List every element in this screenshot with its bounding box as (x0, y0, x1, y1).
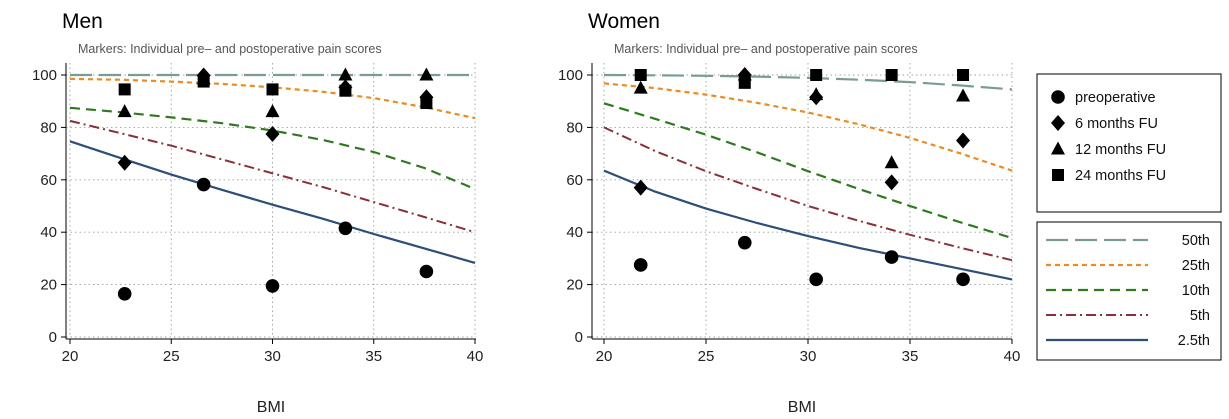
marker-preoperative (419, 264, 434, 279)
chart-subtitle: Markers: Individual pre– and postoperati… (614, 42, 918, 56)
y-tick-label: 40 (40, 224, 57, 241)
x-tick-label: 35 (902, 348, 919, 365)
marker-12-months-fu (419, 67, 434, 81)
chart-title: Women (588, 10, 660, 33)
marker-12-months-fu (633, 80, 648, 94)
marker-24-months-fu (810, 69, 823, 81)
marker-6-months-fu (633, 179, 648, 196)
marker-preoperative (117, 286, 132, 301)
x-tick-label: 30 (264, 348, 281, 365)
marker-preoperative (737, 235, 752, 250)
legend-marker-label: 12 months FU (1075, 142, 1166, 158)
marker-12-months-fu (338, 67, 353, 81)
marker-preoperative (196, 177, 211, 192)
marker-24-months-fu (738, 76, 751, 89)
marker-legend-box (1036, 73, 1222, 213)
marker-6-months-fu (117, 154, 132, 171)
marker-6-months-fu (956, 132, 971, 149)
x-tick-label: 20 (62, 348, 79, 365)
marker-24-months-fu (957, 69, 970, 81)
y-tick-label: 0 (575, 329, 583, 346)
y-tick-label: 40 (566, 224, 583, 241)
series-line-25th (603, 82, 1013, 172)
series-line-5th (603, 126, 1013, 262)
y-tick-label: 20 (566, 277, 583, 294)
y-tick-label: 80 (566, 119, 583, 136)
marker-preoperative (633, 258, 648, 272)
marker-24-months-fu (118, 83, 131, 96)
marker-24-months-fu (634, 69, 647, 81)
y-tick-label: 60 (566, 172, 583, 189)
legend-marker-label: preoperative (1075, 90, 1156, 106)
series-line-50th (603, 73, 1013, 91)
x-tick-label: 35 (365, 348, 382, 365)
marker-12-months-fu (884, 155, 899, 169)
y-tick-label: 20 (40, 277, 57, 294)
y-tick-label: 80 (40, 119, 57, 136)
chart-subtitle: Markers: Individual pre– and postoperati… (78, 42, 382, 56)
x-tick-label: 25 (163, 348, 180, 365)
triangle-marker-icon (1051, 141, 1065, 155)
y-tick-label: 60 (40, 172, 57, 189)
legend-line-label: 50th (1182, 233, 1210, 249)
marker-12-months-fu (265, 104, 280, 118)
diamond-marker-icon (1051, 115, 1065, 131)
series-line-5th (69, 119, 476, 234)
x-axis-label: BMI (257, 399, 285, 416)
marker-preoperative (265, 279, 280, 293)
marker-6-months-fu (265, 125, 280, 142)
y-tick-label: 100 (558, 67, 583, 84)
series-line-2-5th (69, 140, 476, 264)
marker-24-months-fu (420, 97, 433, 110)
x-tick-label: 40 (1004, 348, 1021, 365)
marker-24-months-fu (266, 83, 279, 96)
legend: preoperative 6 months FU 12 months FU 24 mo… (1036, 73, 1222, 361)
chart-panel-men: Men Markers: Individual pre– and postoper… (32, 10, 483, 416)
circle-marker-icon (1051, 90, 1065, 104)
chart-title: Men (62, 10, 103, 33)
legend-line-label: 10th (1182, 283, 1210, 299)
marker-12-months-fu (956, 88, 971, 102)
square-marker-icon (1052, 169, 1064, 181)
marker-12-months-fu (117, 104, 132, 118)
legend-marker-label: 6 months FU (1075, 116, 1158, 132)
marker-preoperative (809, 272, 823, 287)
y-tick-label: 0 (49, 329, 57, 346)
x-tick-label: 20 (596, 348, 613, 365)
marker-preoperative (338, 221, 353, 236)
x-tick-label: 40 (467, 348, 484, 365)
legend-line-label: 5th (1190, 308, 1210, 324)
y-tick-label: 100 (32, 67, 57, 84)
legend-marker-label: 24 months FU (1075, 168, 1166, 184)
series-line-2-5th (603, 169, 1013, 281)
marker-6-months-fu (884, 174, 899, 191)
marker-24-months-fu (339, 84, 352, 97)
series-line-10th (69, 106, 476, 191)
marker-preoperative (956, 272, 970, 287)
x-tick-label: 25 (698, 348, 715, 365)
marker-24-months-fu (197, 75, 210, 88)
x-axis-label: BMI (788, 399, 816, 416)
marker-preoperative (884, 250, 899, 264)
legend-line-label: 25th (1182, 258, 1210, 274)
legend-line-label: 2.5th (1178, 333, 1210, 349)
x-tick-label: 30 (800, 348, 817, 365)
series-line-10th (603, 102, 1013, 240)
chart-panel-women: Women Markers: Individual pre– and postop… (558, 10, 1020, 416)
marker-12-months-fu (809, 87, 824, 101)
gridlines (592, 63, 1013, 338)
marker-24-months-fu (885, 69, 898, 81)
